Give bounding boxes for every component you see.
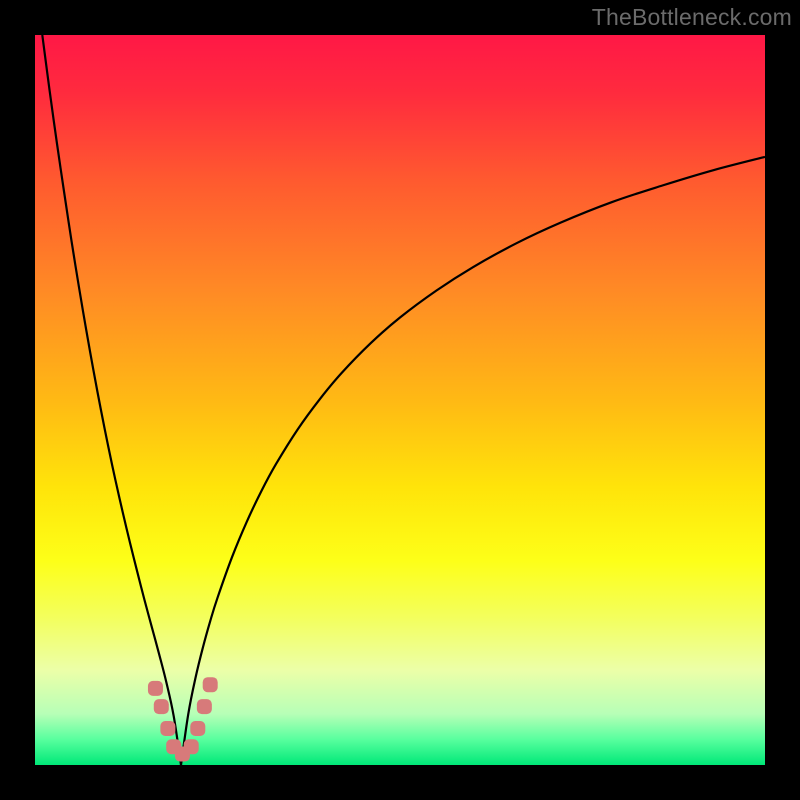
plot-area <box>35 35 765 765</box>
trough-marker <box>197 699 212 714</box>
chart-frame: TheBottleneck.com <box>0 0 800 800</box>
bottleneck-curve-left <box>42 35 181 765</box>
watermark-text: TheBottleneck.com <box>592 4 792 31</box>
trough-marker <box>184 739 199 754</box>
trough-marker <box>148 681 163 696</box>
trough-marker <box>203 677 218 692</box>
trough-marker <box>190 721 205 736</box>
trough-markers <box>148 677 218 761</box>
curve-layer <box>35 35 765 765</box>
trough-marker <box>154 699 169 714</box>
bottleneck-curve-right <box>181 157 765 765</box>
trough-marker <box>160 721 175 736</box>
